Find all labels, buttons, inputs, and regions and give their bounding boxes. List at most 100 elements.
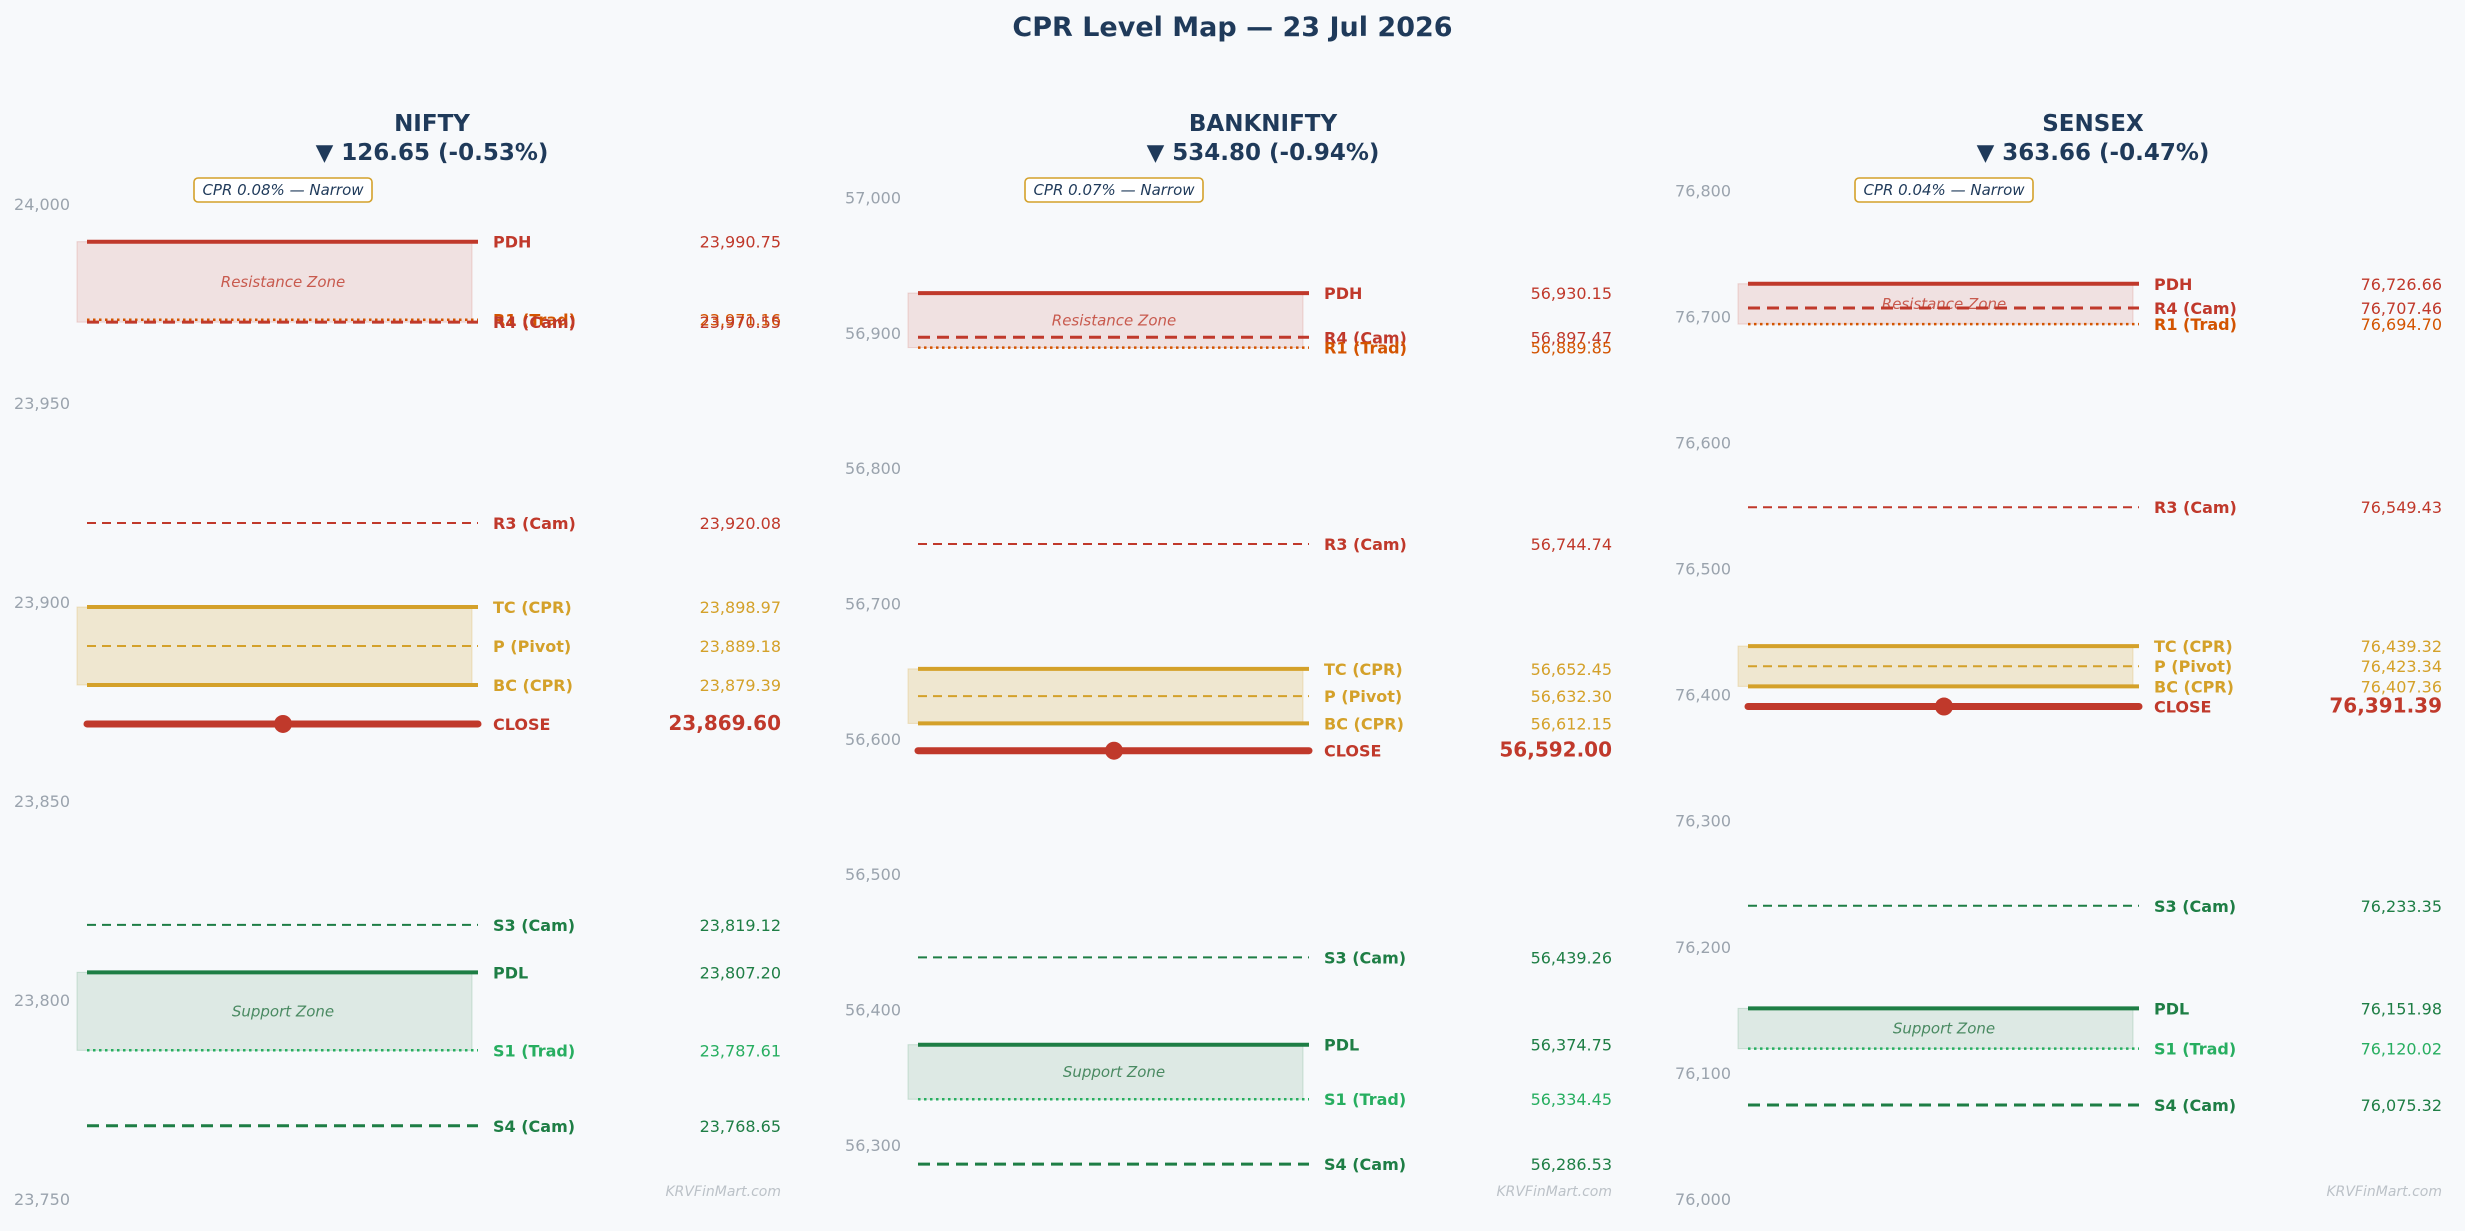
- resistance-zone: [1737, 283, 2134, 325]
- level-value-bc: 23,879.39: [700, 676, 781, 695]
- y-tick-label: 56,700: [845, 595, 901, 614]
- level-label-bc: BC (CPR): [2154, 677, 2234, 696]
- y-tick-label: 56,300: [845, 1136, 901, 1155]
- level-label-s3: S3 (Cam): [493, 916, 575, 935]
- level-label-r3: R3 (Cam): [2154, 498, 2237, 517]
- cpr-width-badge-text: CPR 0.08% — Narrow: [202, 181, 364, 199]
- level-label-s4: S4 (Cam): [1324, 1155, 1406, 1174]
- level-value-close: 56,592.00: [1499, 738, 1612, 762]
- watermark: KRVFinMart.com: [1496, 1184, 1612, 1200]
- y-tick-label: 56,500: [845, 865, 901, 884]
- level-label-close: CLOSE: [1324, 742, 1381, 761]
- level-value-s1: 76,120.02: [2361, 1040, 2442, 1059]
- y-tick-label: 76,700: [1675, 307, 1731, 326]
- level-value-r3: 56,744.74: [1531, 535, 1612, 554]
- level-label-s4: S4 (Cam): [493, 1117, 575, 1136]
- y-tick-label: 76,400: [1675, 686, 1731, 705]
- level-label-pdh: PDH: [2154, 275, 2192, 294]
- level-label-r1: R1 (Trad): [2154, 315, 2237, 334]
- watermark: KRVFinMart.com: [665, 1184, 781, 1200]
- level-label-tc: TC (CPR): [2154, 637, 2233, 656]
- level-label-pdh: PDH: [1324, 284, 1362, 303]
- y-tick-label: 57,000: [845, 189, 901, 208]
- level-value-s1: 56,334.45: [1531, 1090, 1612, 1109]
- support-zone-label: Support Zone: [1893, 1020, 1995, 1038]
- level-value-tc: 56,652.45: [1531, 660, 1612, 679]
- level-label-s3: S3 (Cam): [2154, 897, 2236, 916]
- level-value-tc: 76,439.32: [2361, 637, 2442, 656]
- level-value-close: 23,869.60: [668, 711, 781, 735]
- cpr-width-badge: [1854, 177, 2034, 203]
- level-value-pdl: 23,807.20: [700, 963, 781, 982]
- level-label-r4: R4 (Cam): [1324, 328, 1407, 347]
- level-value-bc: 56,612.15: [1531, 714, 1612, 733]
- nifty-panel: NIFTY ▼ 126.65 (-0.53%) 24,000 23,950 23,900…: [14, 111, 781, 1209]
- panel-change: ▼ 363.66 (-0.47%): [1977, 140, 2210, 166]
- level-value-r1: 76,694.70: [2361, 315, 2442, 334]
- y-tick-label: 56,800: [845, 459, 901, 478]
- level-label-s4: S4 (Cam): [2154, 1096, 2236, 1115]
- sensex-panel: SENSEX ▼ 363.66 (-0.47%) 76,800 76,700 76,60…: [1675, 111, 2442, 1209]
- y-tick-label: 56,400: [845, 1001, 901, 1020]
- cpr-width-badge-text: CPR 0.04% — Narrow: [1863, 181, 2025, 199]
- level-label-s1: S1 (Trad): [2154, 1040, 2236, 1059]
- level-value-pdl: 56,374.75: [1531, 1036, 1612, 1055]
- y-tick-label: 76,300: [1675, 812, 1731, 831]
- resistance-zone: [907, 292, 1304, 349]
- level-value-r1: 23,971.16: [700, 311, 781, 330]
- y-tick-label: 56,900: [845, 324, 901, 343]
- level-value-tc: 23,898.97: [700, 598, 781, 617]
- y-tick-label: 24,000: [14, 195, 70, 214]
- level-label-r3: R3 (Cam): [493, 514, 576, 533]
- close-marker: [274, 714, 292, 733]
- level-label-bc: BC (CPR): [1324, 714, 1404, 733]
- level-label-pdl: PDL: [1324, 1036, 1359, 1055]
- level-value-p: 23,889.18: [700, 637, 781, 656]
- panel-title: NIFTY: [394, 111, 470, 137]
- resistance-zone-label: Resistance Zone: [1052, 311, 1176, 329]
- y-tick-label: 76,600: [1675, 433, 1731, 452]
- level-label-close: CLOSE: [493, 715, 550, 734]
- level-value-close: 76,391.39: [2329, 694, 2442, 718]
- y-tick-label: 56,600: [845, 730, 901, 749]
- level-value-s3: 56,439.26: [1531, 948, 1612, 967]
- y-tick-label: 23,950: [14, 394, 70, 413]
- level-value-s4: 23,768.65: [700, 1117, 781, 1136]
- level-label-s1: S1 (Trad): [1324, 1090, 1406, 1109]
- y-tick-label: 23,900: [14, 593, 70, 612]
- level-value-pdh: 76,726.66: [2361, 275, 2442, 294]
- support-zone-label: Support Zone: [1063, 1063, 1165, 1081]
- level-value-r3: 76,549.43: [2361, 498, 2442, 517]
- banknifty-panel: BANKNIFTY ▼ 534.80 (-0.94%) 57,000 56,900 56…: [845, 111, 1612, 1200]
- level-value-pdl: 76,151.98: [2361, 999, 2442, 1018]
- panel-change: ▼ 126.65 (-0.53%): [316, 140, 549, 166]
- level-label-r4: R4 (Cam): [493, 313, 576, 332]
- support-zone: [76, 971, 473, 1051]
- level-label-tc: TC (CPR): [1324, 660, 1403, 679]
- resistance-zone-label: Resistance Zone: [221, 273, 345, 291]
- close-marker: [1935, 697, 1953, 716]
- y-tick-label: 23,850: [14, 792, 70, 811]
- level-label-s1: S1 (Trad): [493, 1041, 575, 1060]
- level-value-s4: 56,286.53: [1531, 1155, 1612, 1174]
- panel-change: ▼ 534.80 (-0.94%): [1147, 140, 1380, 166]
- y-tick-label: 76,500: [1675, 560, 1731, 579]
- level-label-tc: TC (CPR): [493, 598, 572, 617]
- level-label-r1: R1 (Trad): [493, 311, 576, 330]
- level-value-pdh: 56,930.15: [1531, 284, 1612, 303]
- level-label-p: P (Pivot): [2154, 657, 2232, 676]
- resistance-zone-label: Resistance Zone: [1882, 295, 2006, 313]
- panel-title: SENSEX: [2042, 111, 2144, 137]
- page-title: CPR Level Map — 23 Jul 2026: [1012, 12, 1453, 43]
- level-label-r3: R3 (Cam): [1324, 535, 1407, 554]
- level-label-r4: R4 (Cam): [2154, 299, 2237, 318]
- y-tick-label: 76,800: [1675, 181, 1731, 200]
- level-value-p: 56,632.30: [1531, 687, 1612, 706]
- y-tick-label: 76,000: [1675, 1190, 1731, 1209]
- level-label-pdl: PDL: [493, 963, 528, 982]
- y-tick-label: 23,750: [14, 1190, 70, 1209]
- y-tick-label: 76,200: [1675, 938, 1731, 957]
- support-zone-label: Support Zone: [232, 1002, 334, 1020]
- level-value-r1: 56,889.85: [1531, 339, 1612, 358]
- level-label-p: P (Pivot): [493, 637, 571, 656]
